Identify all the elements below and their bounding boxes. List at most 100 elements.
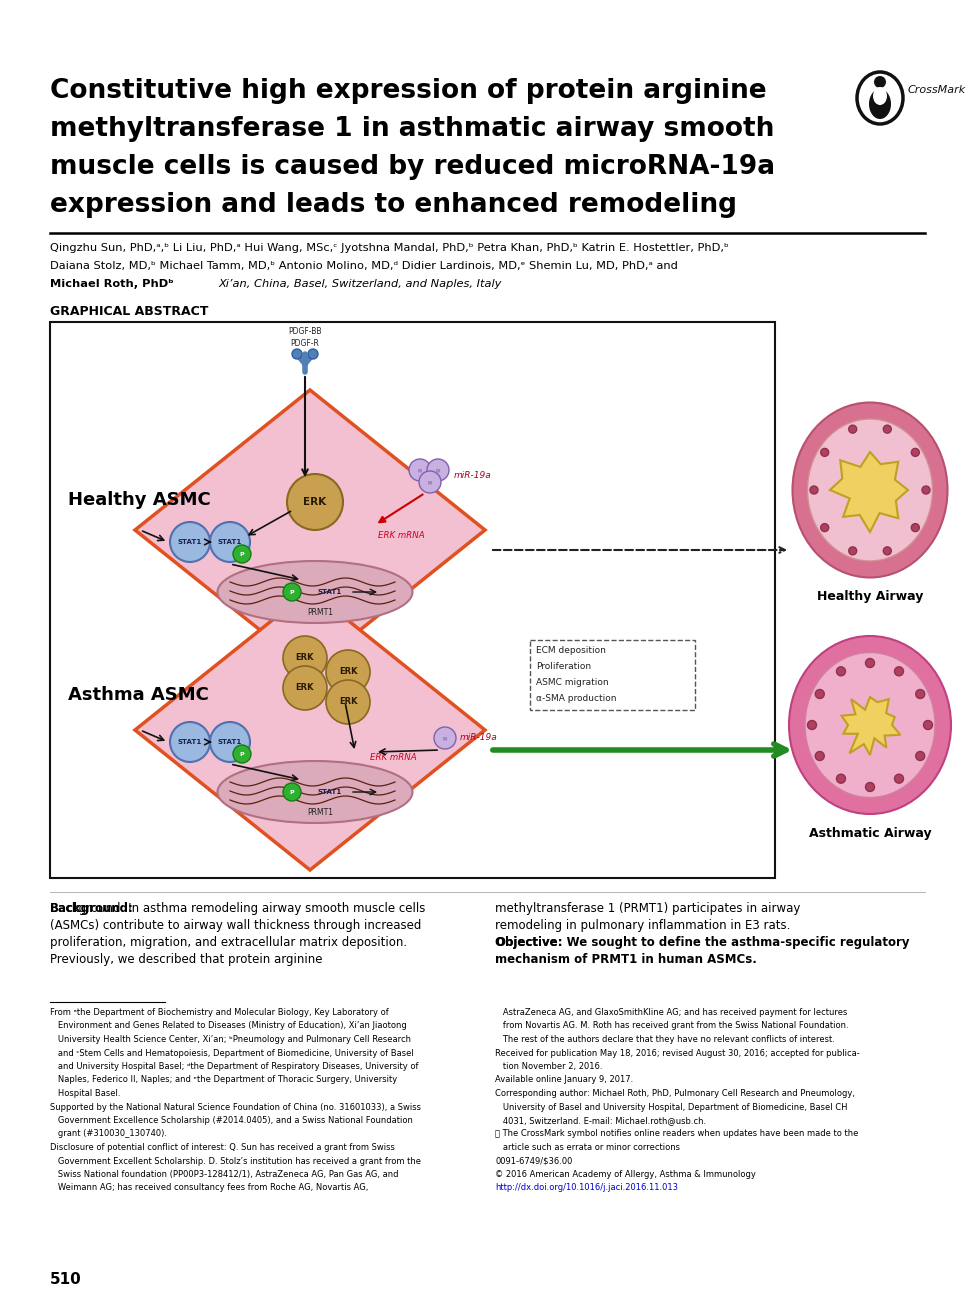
Text: (ASMCs) contribute to airway wall thickness through increased: (ASMCs) contribute to airway wall thickn…: [50, 919, 421, 932]
Circle shape: [815, 689, 824, 698]
Bar: [50, 322, 775, 878]
Circle shape: [287, 474, 343, 530]
Polygon shape: [135, 590, 485, 870]
Circle shape: [916, 689, 924, 698]
Text: ERK mRNA: ERK mRNA: [370, 753, 416, 762]
Text: ERK: ERK: [295, 684, 314, 693]
Text: Government Excellent Scholarship. D. Stolz’s institution has received a grant fr: Government Excellent Scholarship. D. Sto…: [50, 1156, 421, 1165]
Text: 0091-6749/$36.00: 0091-6749/$36.00: [495, 1156, 572, 1165]
Ellipse shape: [805, 652, 935, 797]
Text: ||||: ||||: [427, 480, 433, 484]
Circle shape: [210, 522, 250, 562]
Text: Disclosure of potential conflict of interest: Q. Sun has received a grant from S: Disclosure of potential conflict of inte…: [50, 1143, 395, 1152]
Polygon shape: [841, 697, 901, 756]
Text: Corresponding author: Michael Roth, PhD, Pulmonary Cell Research and Pneumology,: Corresponding author: Michael Roth, PhD,…: [495, 1088, 855, 1098]
Text: STAT1: STAT1: [217, 539, 242, 545]
Text: Background:: Background:: [50, 902, 134, 915]
Polygon shape: [830, 452, 908, 532]
Text: STAT1: STAT1: [177, 739, 202, 745]
Circle shape: [170, 522, 210, 562]
Ellipse shape: [793, 402, 948, 578]
Text: University of Basel and University Hospital, Department of Biomedicine, Basel CH: University of Basel and University Hospi…: [495, 1103, 847, 1112]
Circle shape: [419, 471, 441, 493]
Text: miR-19a: miR-19a: [460, 733, 498, 743]
Text: 4031, Switzerland. E-mail: Michael.roth@usb.ch.: 4031, Switzerland. E-mail: Michael.roth@…: [495, 1116, 706, 1125]
Circle shape: [923, 720, 932, 729]
Text: ECM deposition: ECM deposition: [536, 646, 605, 655]
Ellipse shape: [873, 87, 887, 104]
Text: http://dx.doi.org/10.1016/j.jaci.2016.11.013: http://dx.doi.org/10.1016/j.jaci.2016.11…: [495, 1184, 678, 1193]
Text: and University Hospital Basel; ᵈthe Department of Respiratory Diseases, Universi: and University Hospital Basel; ᵈthe Depa…: [50, 1062, 418, 1071]
Circle shape: [837, 774, 845, 783]
Circle shape: [837, 667, 845, 676]
Circle shape: [326, 650, 370, 694]
Circle shape: [883, 425, 891, 433]
Text: remodeling in pulmonary inflammation in E3 rats.: remodeling in pulmonary inflammation in …: [495, 919, 791, 932]
Circle shape: [848, 547, 857, 555]
Text: ||||: ||||: [417, 468, 423, 472]
Circle shape: [883, 547, 891, 555]
Text: P: P: [240, 552, 245, 556]
Text: P: P: [290, 590, 294, 595]
Text: Objective:: Objective:: [495, 936, 563, 949]
Text: Supported by the National Natural Science Foundation of China (no. 31601033), a : Supported by the National Natural Scienc…: [50, 1103, 421, 1112]
Text: tion November 2, 2016.: tion November 2, 2016.: [495, 1062, 603, 1071]
Text: Background: In asthma remodeling airway smooth muscle cells: Background: In asthma remodeling airway …: [50, 902, 425, 915]
Text: Hospital Basel.: Hospital Basel.: [50, 1088, 121, 1098]
Text: Asthma ASMC: Asthma ASMC: [68, 686, 209, 703]
Circle shape: [308, 348, 318, 359]
Text: ERK: ERK: [295, 654, 314, 663]
Text: Available online January 9, 2017.: Available online January 9, 2017.: [495, 1075, 633, 1084]
Text: P: P: [240, 752, 245, 757]
Text: miR-19a: miR-19a: [454, 471, 491, 480]
Text: and ᶜStem Cells and Hematopoiesis, Department of Biomedicine, University of Base: and ᶜStem Cells and Hematopoiesis, Depar…: [50, 1048, 413, 1057]
Circle shape: [283, 783, 301, 801]
Text: article such as errata or minor corrections: article such as errata or minor correcti…: [495, 1143, 680, 1152]
Text: STAT1: STAT1: [318, 589, 342, 595]
Text: Asthmatic Airway: Asthmatic Airway: [808, 827, 931, 840]
Circle shape: [292, 348, 302, 359]
Text: ||||: ||||: [435, 468, 441, 472]
Text: expression and leads to enhanced remodeling: expression and leads to enhanced remodel…: [50, 192, 737, 218]
Circle shape: [434, 727, 456, 749]
Text: Weimann AG; has received consultancy fees from Roche AG, Novartis AG,: Weimann AG; has received consultancy fee…: [50, 1184, 369, 1193]
Circle shape: [427, 459, 449, 482]
Text: The rest of the authors declare that they have no relevant conflicts of interest: The rest of the authors declare that the…: [495, 1035, 835, 1044]
Text: STAT1: STAT1: [177, 539, 202, 545]
Text: STAT1: STAT1: [217, 739, 242, 745]
Text: STAT1: STAT1: [318, 790, 342, 795]
Ellipse shape: [217, 561, 412, 622]
Text: methyltransferase 1 in asthmatic airway smooth: methyltransferase 1 in asthmatic airway …: [50, 116, 774, 142]
Text: Xi’an, China, Basel, Switzerland, and Naples, Italy: Xi’an, China, Basel, Switzerland, and Na…: [218, 279, 501, 288]
Circle shape: [409, 459, 431, 482]
Text: α-SMA production: α-SMA production: [536, 694, 616, 703]
Circle shape: [326, 680, 370, 724]
Circle shape: [894, 667, 904, 676]
Text: 510: 510: [50, 1272, 82, 1287]
Text: Ⓡ The CrossMark symbol notifies online readers when updates have been made to th: Ⓡ The CrossMark symbol notifies online r…: [495, 1130, 858, 1138]
Text: Daiana Stolz, MD,ᵇ Michael Tamm, MD,ᵇ Antonio Molino, MD,ᵈ Didier Lardinois, MD,: Daiana Stolz, MD,ᵇ Michael Tamm, MD,ᵇ An…: [50, 261, 678, 271]
Text: University Health Science Center, Xi’an; ᵇPneumology and Pulmonary Cell Research: University Health Science Center, Xi’an;…: [50, 1035, 411, 1044]
Text: PDGF-BB: PDGF-BB: [289, 328, 322, 335]
Ellipse shape: [857, 72, 903, 124]
Text: ERK: ERK: [338, 697, 357, 706]
Text: © 2016 American Academy of Allergy, Asthma & Immunology: © 2016 American Academy of Allergy, Asth…: [495, 1171, 756, 1178]
Circle shape: [233, 745, 251, 763]
Circle shape: [233, 545, 251, 562]
Text: ERK mRNA: ERK mRNA: [378, 531, 425, 539]
Text: Previously, we described that protein arginine: Previously, we described that protein ar…: [50, 953, 323, 966]
Text: methyltransferase 1 (PRMT1) participates in airway: methyltransferase 1 (PRMT1) participates…: [495, 902, 800, 915]
Ellipse shape: [807, 419, 932, 561]
Circle shape: [894, 774, 904, 783]
Circle shape: [922, 485, 930, 495]
Text: Qingzhu Sun, PhD,ᵃ,ᵇ Li Liu, PhD,ᵃ Hui Wang, MSc,ᶜ Jyotshna Mandal, PhD,ᵇ Petra : Qingzhu Sun, PhD,ᵃ,ᵇ Li Liu, PhD,ᵃ Hui W…: [50, 243, 729, 253]
Text: ||||: ||||: [443, 736, 448, 740]
Ellipse shape: [789, 636, 951, 814]
Text: Healthy ASMC: Healthy ASMC: [68, 491, 211, 509]
Text: AstraZeneca AG, and GlaxoSmithKline AG; and has received payment for lectures: AstraZeneca AG, and GlaxoSmithKline AG; …: [495, 1007, 847, 1017]
Text: PDGF-R: PDGF-R: [291, 339, 320, 348]
Circle shape: [848, 425, 857, 433]
Text: From ᵃthe Department of Biochemistry and Molecular Biology, Key Laboratory of: From ᵃthe Department of Biochemistry and…: [50, 1007, 389, 1017]
Text: ERK: ERK: [303, 497, 327, 508]
Text: grant (#310030_130740).: grant (#310030_130740).: [50, 1130, 167, 1138]
